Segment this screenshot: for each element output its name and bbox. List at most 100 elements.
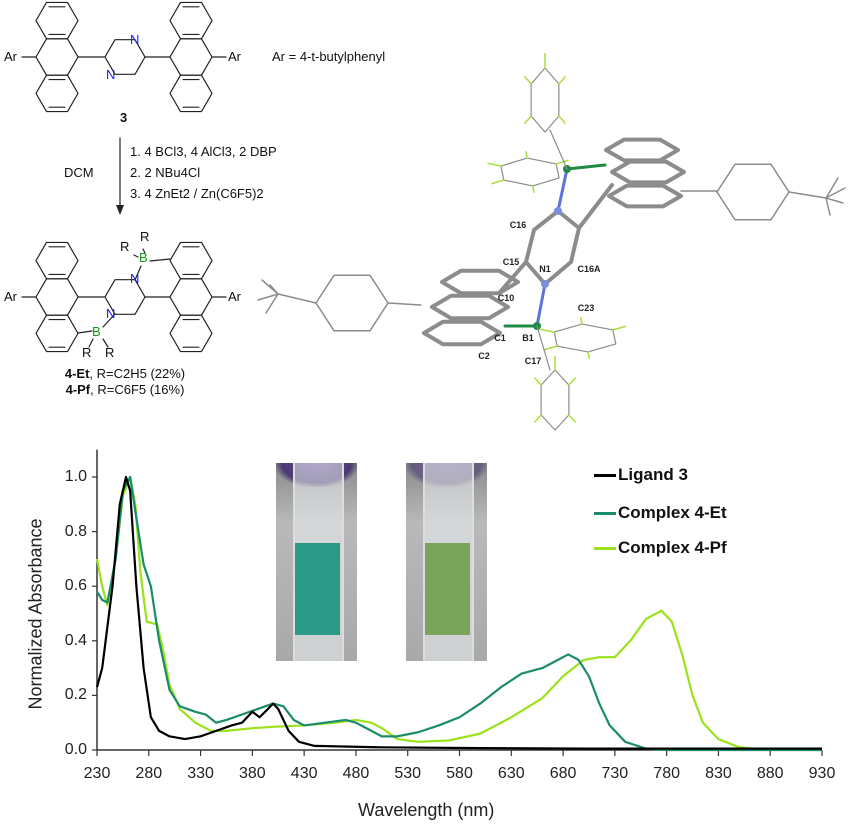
x-tick-label: 780 xyxy=(653,765,680,782)
solution-4-et xyxy=(295,543,340,635)
anthracene-ring xyxy=(169,241,213,280)
x-tick-label: 730 xyxy=(601,765,629,782)
condition-2: 2. 2 NBu4Cl xyxy=(130,165,201,180)
anthracene-ring xyxy=(169,278,213,316)
nitrogen-label: N xyxy=(130,271,140,286)
fluorine-bond xyxy=(587,351,591,359)
fluorine-bond xyxy=(525,151,528,159)
atom-label-b1: B1 xyxy=(522,333,534,343)
cuvette-photo-4-et xyxy=(276,463,357,661)
fluorine-bond xyxy=(555,159,569,165)
fluorine-bond xyxy=(568,414,576,423)
y-tick-label: 1.0 xyxy=(64,468,87,485)
y-tick-label: 0.4 xyxy=(64,631,87,649)
legend-swatch xyxy=(594,473,616,477)
anthracene-ring xyxy=(35,278,79,316)
y-tick-label: 0.0 xyxy=(64,741,87,758)
bond xyxy=(387,302,422,306)
bond xyxy=(149,258,171,262)
atom-label-c1: C1 xyxy=(494,333,506,343)
product-4-pf: 4-Pf, R=C6F5 (16%) xyxy=(65,382,185,397)
bond xyxy=(549,129,568,170)
fluorine-bond xyxy=(568,377,576,386)
anthracene-ring xyxy=(169,38,213,76)
x-axis-label: Wavelength (nm) xyxy=(358,800,495,820)
ar-label-right: Ar xyxy=(228,289,241,304)
x-tick-label: 380 xyxy=(238,765,266,782)
arrow-head-icon xyxy=(116,205,124,215)
phenyl-ring xyxy=(315,274,389,332)
fluorine-bond xyxy=(532,185,535,193)
legend-item-complex-4-et: Complex 4-Et xyxy=(594,503,727,523)
x-tick-label: 530 xyxy=(394,765,422,782)
fluorine-bond xyxy=(543,345,558,351)
tbutyl-bond xyxy=(825,187,846,199)
anthracene-ring-3d xyxy=(610,159,686,185)
tbutyl-bond xyxy=(265,293,279,314)
r-label: R xyxy=(82,345,92,360)
anthracene-ring-3d xyxy=(607,183,683,209)
boron-label: B xyxy=(92,324,101,339)
nitrogen-label: N xyxy=(106,67,116,82)
atom-label-c2: C2 xyxy=(478,351,490,361)
bond xyxy=(277,293,317,304)
legend-item-ligand-3: Ligand 3 xyxy=(594,465,688,485)
atom-label-c17: C17 xyxy=(524,356,542,366)
boron-label: B xyxy=(139,250,148,265)
cuvette-photo-4-pf xyxy=(406,463,487,661)
nitrogen-label: N xyxy=(130,32,140,47)
y-tick-label: 0.8 xyxy=(64,522,87,540)
nitrogen-label: N xyxy=(106,306,116,321)
solvent-label: DCM xyxy=(64,165,94,180)
y-tick-label: 0.2 xyxy=(64,686,87,704)
tbutyl-bond xyxy=(257,293,279,301)
b-n-bond xyxy=(556,167,569,213)
bond xyxy=(788,191,827,199)
ar-label-left: Ar xyxy=(4,289,17,304)
fluorine-bond xyxy=(524,76,532,85)
fluorine-bond xyxy=(524,115,532,124)
anthracene-ring xyxy=(169,74,213,113)
condition-1: 1. 4 BCl3, 4 AlCl3, 2 DBP xyxy=(130,144,277,159)
anthracene-ring xyxy=(35,1,79,40)
x-tick-label: 280 xyxy=(135,765,163,782)
x-tick-label: 330 xyxy=(187,765,214,782)
fluorine-bond xyxy=(539,328,555,333)
ar-label-left: Ar xyxy=(4,49,17,64)
atom-label-c16: C16 xyxy=(509,220,527,230)
fluorine-bond xyxy=(491,179,505,185)
bond xyxy=(142,248,146,254)
fluorine-bond xyxy=(487,162,502,167)
b-n-bond xyxy=(535,282,547,328)
y-tick-label: 0.6 xyxy=(64,577,87,595)
x-tick-label: 480 xyxy=(342,765,370,782)
bond xyxy=(577,183,614,230)
compound-3-label: 3 xyxy=(120,110,128,125)
fluorine-bond xyxy=(534,414,542,423)
nitrogen-atom xyxy=(554,207,562,215)
bond xyxy=(102,313,116,328)
bond xyxy=(134,265,142,281)
pentafluorophenyl-ring xyxy=(553,323,617,353)
anthracene-ring xyxy=(35,241,79,280)
condition-3: 3. 4 ZnEt2 / Zn(C6F5)2 xyxy=(130,186,264,201)
b-c-bond xyxy=(565,163,607,171)
anthracene-ring-3d xyxy=(422,319,502,347)
y-axis-label: Normalized Absorbance xyxy=(25,518,46,710)
product-4-et: 4-Et, R=C2H5 (22%) xyxy=(64,366,186,381)
tbutyl-bond xyxy=(825,177,839,199)
solution-4-pf xyxy=(425,543,470,635)
pentafluorophenyl-ring xyxy=(540,369,570,431)
pentafluorophenyl-ring xyxy=(500,157,560,187)
bond xyxy=(498,260,528,294)
legend-swatch xyxy=(594,546,616,550)
tbutyl-bond xyxy=(825,197,844,204)
fluorine-bond xyxy=(579,317,583,325)
ar-label-right: Ar xyxy=(228,49,241,64)
x-tick-label: 880 xyxy=(756,765,784,782)
x-tick-label: 930 xyxy=(808,765,836,782)
atom-label-c15: C15 xyxy=(502,257,520,267)
r-label: R xyxy=(140,229,150,244)
anthracene-ring xyxy=(169,314,213,353)
